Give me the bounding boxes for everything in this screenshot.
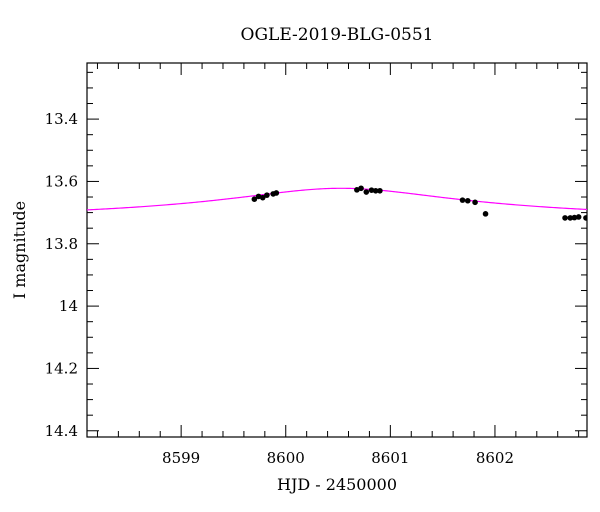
x-axis-ticks bbox=[96, 63, 580, 437]
data-point bbox=[363, 189, 370, 195]
data-point bbox=[464, 197, 471, 204]
data-point bbox=[575, 214, 582, 220]
y-tick-label: 14 bbox=[59, 297, 78, 315]
y-tick-label: 13.6 bbox=[45, 172, 78, 190]
data-point bbox=[567, 215, 574, 221]
data-point bbox=[377, 187, 383, 194]
data-point bbox=[358, 185, 364, 192]
y-axis-ticks bbox=[87, 71, 587, 432]
y-tick-label: 14.2 bbox=[45, 359, 78, 377]
x-axis-tick-labels: 8599 8600 8601 8602 bbox=[162, 449, 514, 467]
data-point bbox=[251, 196, 258, 202]
x-tick-label: 8601 bbox=[371, 449, 409, 467]
data-point bbox=[459, 197, 466, 203]
data-point bbox=[273, 190, 280, 196]
y-axis-label: I magnitude bbox=[10, 201, 29, 299]
data-point bbox=[562, 215, 568, 221]
data-point bbox=[368, 187, 375, 193]
data-point bbox=[472, 199, 478, 206]
data-point bbox=[571, 214, 578, 221]
data-point bbox=[482, 211, 489, 217]
x-tick-label: 8600 bbox=[267, 449, 305, 467]
data-point bbox=[372, 187, 379, 194]
y-tick-label: 14.4 bbox=[45, 422, 78, 440]
y-axis-tick-labels: 13.4 13.6 13.8 14 14.2 14.4 bbox=[45, 110, 78, 440]
x-tick-label: 8599 bbox=[162, 449, 200, 467]
data-point bbox=[259, 194, 266, 201]
data-points bbox=[251, 185, 587, 221]
chart-title: OGLE-2019-BLG-0551 bbox=[241, 25, 434, 45]
data-point bbox=[583, 215, 587, 221]
x-tick-label: 8602 bbox=[476, 449, 514, 467]
y-tick-label: 13.8 bbox=[45, 235, 78, 253]
plot-area-frame bbox=[86, 62, 588, 438]
y-tick-label: 13.4 bbox=[45, 110, 78, 128]
data-point bbox=[264, 192, 270, 198]
model-curve bbox=[87, 187, 587, 211]
x-axis-label: HJD - 2450000 bbox=[277, 475, 397, 494]
